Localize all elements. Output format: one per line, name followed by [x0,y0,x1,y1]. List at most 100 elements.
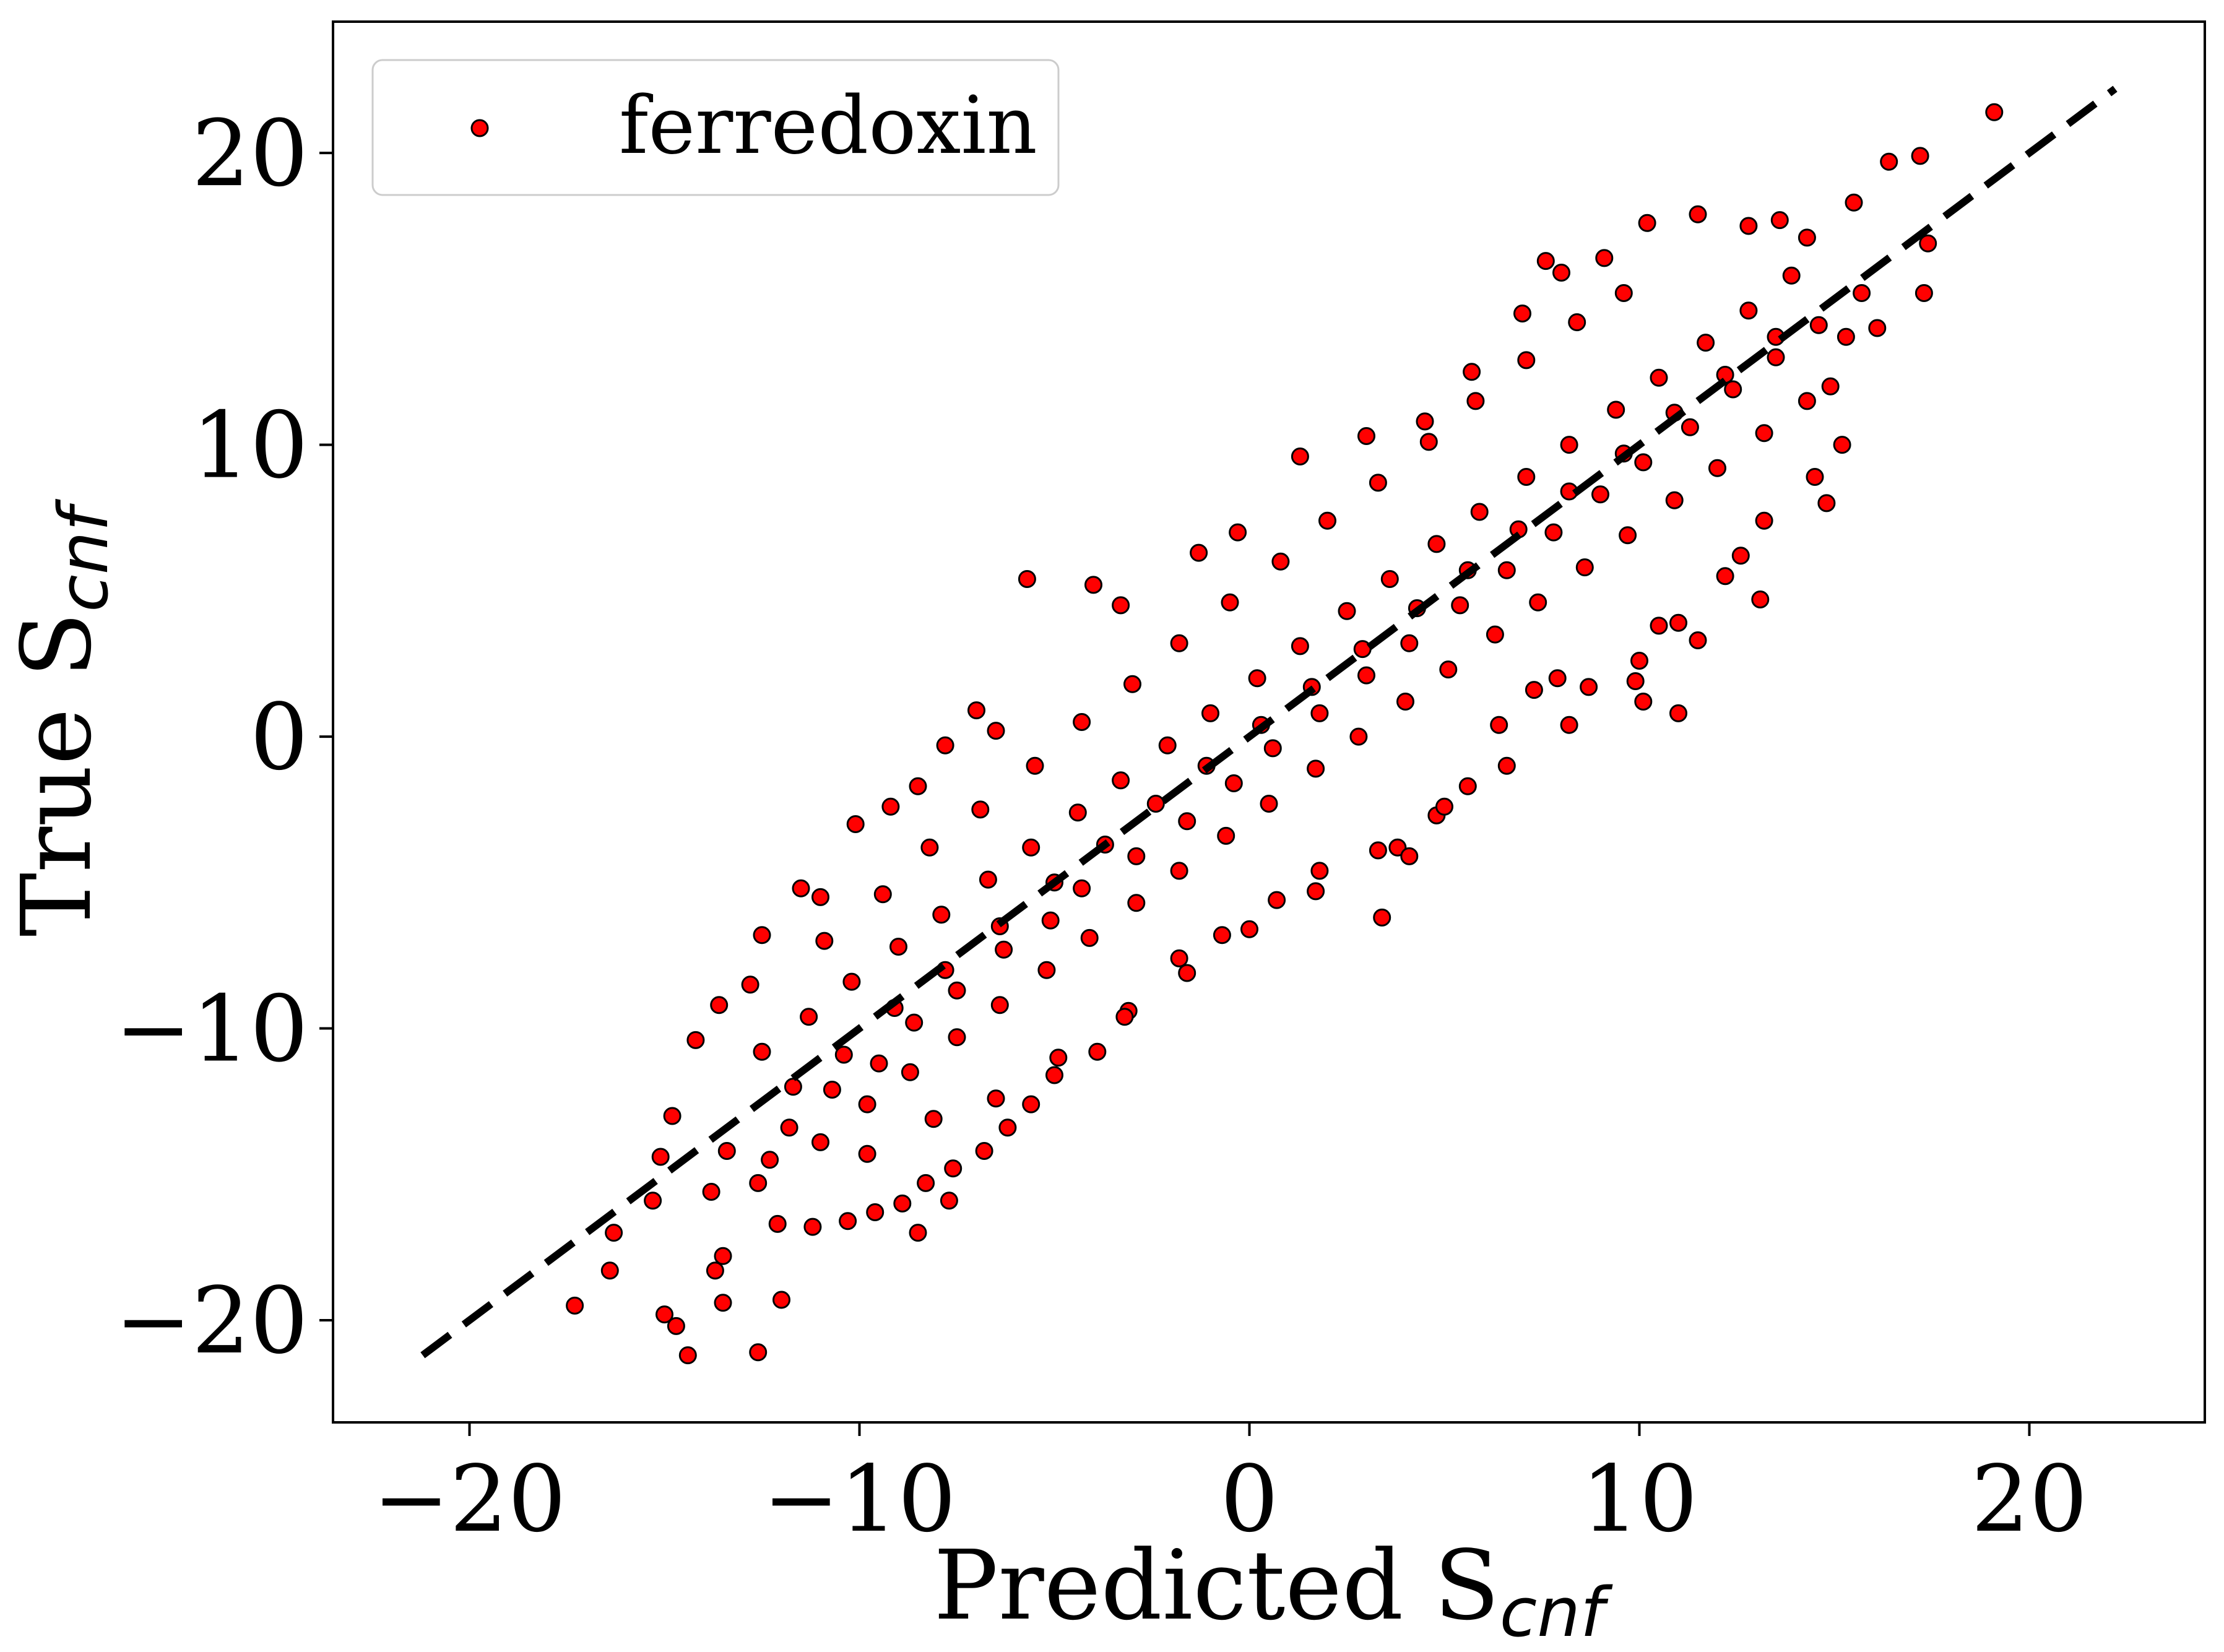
x-axis-title: Predicted Scnf [933,1529,1613,1649]
data-point [749,1174,768,1192]
data-point [753,926,771,945]
data-point [944,1159,963,1178]
data-point [1357,427,1375,445]
data-point [1751,590,1770,608]
data-point [1806,468,1824,486]
plot-frame [332,20,2206,1424]
data-point [600,1261,619,1280]
data-point [1068,803,1087,822]
data-point [1310,704,1329,722]
data-point [967,701,985,720]
data-point [1544,523,1563,542]
x-tick-label: 0 [1220,1446,1278,1552]
data-point [858,1095,876,1114]
x-tick-label: 20 [1971,1446,2087,1552]
data-point [889,938,907,956]
reference-line-layer [420,85,2118,1359]
data-point [1568,313,1586,332]
data-point [1821,377,1840,396]
data-point [1650,616,1668,635]
x-axis-title-sub: cnf [1500,1573,1613,1649]
data-point [1369,841,1387,860]
y-tick-label: 20 [192,100,308,207]
data-point [1525,681,1543,699]
ticks-layer: −20 −10 0 10 20 −20 −10 0 10 20 [115,100,2088,1552]
data-point [1517,351,1536,370]
data-point [1373,908,1391,927]
data-point [1458,777,1477,795]
data-point [905,1013,924,1032]
data-point [1739,301,1758,320]
data-point [1634,693,1653,711]
legend: ferredoxin [371,59,1060,196]
x-tick-label: −20 [373,1446,566,1552]
data-point [1490,716,1508,734]
x-tick-label: −10 [763,1446,956,1552]
data-point [1084,576,1102,594]
data-point [990,996,1009,1014]
data-point [1767,348,1785,366]
data-point [803,1217,822,1236]
data-point [936,736,954,755]
y-axis-title-sub: cnf [44,499,123,612]
data-point [940,1191,958,1210]
data-point [1388,838,1407,857]
data-point [761,1151,779,1169]
data-point [866,1203,885,1221]
data-point [1552,264,1570,282]
data-point [1809,316,1828,334]
data-point [1307,759,1325,778]
data-point [1560,436,1578,454]
data-point [1158,736,1177,755]
data-point [1560,716,1578,734]
data-point [1307,882,1325,901]
data-point [1045,1066,1063,1084]
data-point [1190,543,1208,562]
data-point [846,815,865,833]
data-point [1529,593,1547,612]
data-point [1614,284,1633,302]
data-point [1985,103,2004,121]
data-point [811,888,829,906]
data-point [800,1008,818,1026]
data-point [1837,327,1855,346]
data-point [706,1261,724,1280]
data-point [920,838,939,857]
data-point [1755,424,1773,443]
data-point [1127,847,1146,865]
data-point [1427,535,1446,553]
data-point [1911,147,1929,165]
data-point [1665,491,1684,509]
data-point [1575,558,1594,577]
data-point [811,1133,829,1151]
data-point [749,1343,768,1362]
data-point [1716,567,1734,586]
data-point [1470,503,1489,521]
data-point [1170,862,1188,880]
data-point [1037,961,1056,979]
data-point [1022,838,1041,857]
data-point [1919,234,1937,253]
data-point [1419,433,1438,451]
data-point [1451,596,1469,615]
data-point [1369,474,1387,492]
data-point [1088,1042,1107,1061]
data-point [1224,774,1243,792]
data-point [1439,660,1458,679]
data-point [1497,561,1516,579]
y-tick-label: −20 [115,1268,308,1374]
x-tick-label: 10 [1581,1446,1697,1552]
data-point [566,1296,584,1315]
data-point [1349,727,1368,746]
data-point [714,1247,732,1265]
data-point [1739,217,1758,235]
data-point [823,1081,841,1099]
data-point [975,1142,993,1160]
legend-label-ferredoxin: ferredoxin [619,80,1037,172]
data-point [1112,596,1130,615]
data-point [1178,964,1196,982]
data-point [873,885,892,904]
data-point [1782,266,1801,285]
data-point [1536,252,1555,270]
